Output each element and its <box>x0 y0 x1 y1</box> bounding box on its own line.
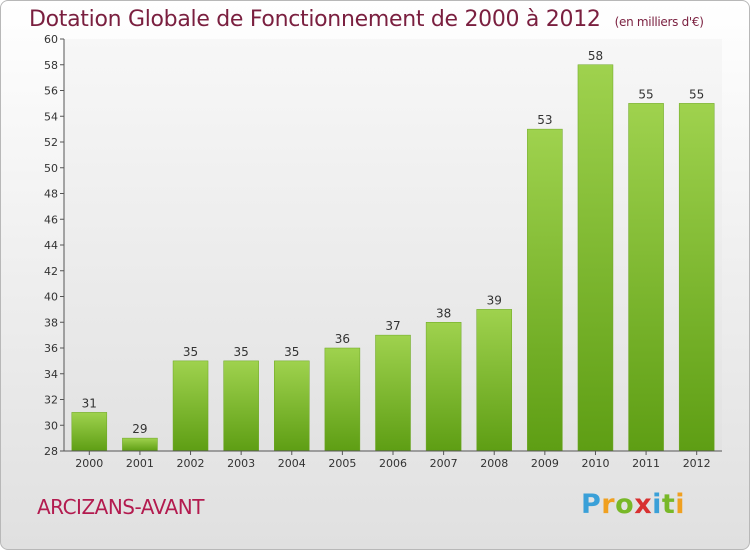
y-tick-label: 38 <box>44 316 58 329</box>
x-tick-label: 2012 <box>683 457 711 470</box>
y-tick-label: 40 <box>44 291 58 304</box>
proxiti-logo: Proxiti <box>581 489 685 520</box>
y-tick-label: 32 <box>44 394 58 407</box>
logo-letter: t <box>661 489 676 520</box>
y-tick-label: 56 <box>44 85 58 98</box>
x-tick-label: 2008 <box>480 457 508 470</box>
x-tick-label: 2002 <box>177 457 205 470</box>
x-axis: 2000 2001 2002 2003 2004 2005 2006 2007 2008 2009… <box>64 450 722 470</box>
bar <box>274 360 310 452</box>
bar <box>122 437 158 452</box>
title-text: Dotation Globale de Fonctionnement de 20… <box>29 7 601 32</box>
bar <box>527 128 563 452</box>
bar-value-label: 35 <box>234 345 249 359</box>
bar <box>375 334 411 452</box>
y-tick-label: 50 <box>44 162 58 175</box>
y-tick-label: 34 <box>44 368 58 381</box>
bar <box>678 103 715 452</box>
bar <box>324 347 361 452</box>
x-tick-label: 2011 <box>632 457 660 470</box>
y-tick-label: 58 <box>44 59 58 72</box>
x-tick-label: 2007 <box>430 457 458 470</box>
chart-title: Dotation Globale de Fonctionnement de 20… <box>29 7 704 32</box>
y-axis: 28 30 32 34 36 38 40 42 44 46 48 50 52 54 56 58 60 <box>44 33 65 458</box>
y-tick-label: 46 <box>44 213 58 226</box>
y-tick-label: 28 <box>44 445 58 458</box>
bar <box>425 322 462 452</box>
bar-value-label: 39 <box>487 293 502 307</box>
bar-value-label: 55 <box>638 87 653 101</box>
x-tick-label: 2001 <box>126 457 154 470</box>
y-tick-label: 30 <box>44 419 58 432</box>
bar-value-label: 35 <box>183 345 198 359</box>
logo-letter: x <box>634 489 653 520</box>
logo-letter: o <box>615 489 635 520</box>
logo-letter: P <box>581 489 602 520</box>
x-tick-label: 2003 <box>227 457 255 470</box>
x-tick-label: 2009 <box>531 457 559 470</box>
y-tick-label: 44 <box>44 239 58 252</box>
y-tick-label: 36 <box>44 342 58 355</box>
bars: 31 29 35 35 35 36 37 38 39 53 58 55 55 <box>71 49 715 452</box>
bar-value-label: 31 <box>82 396 97 410</box>
bar <box>71 412 108 452</box>
bar-value-label: 38 <box>436 306 451 320</box>
bar-value-label: 37 <box>385 319 400 333</box>
x-tick-label: 2000 <box>75 457 103 470</box>
bar-value-label: 29 <box>132 422 147 436</box>
y-tick-label: 52 <box>44 136 58 149</box>
logo-letter: i <box>675 489 686 520</box>
x-tick-label: 2006 <box>379 457 407 470</box>
x-tick-label: 2004 <box>278 457 306 470</box>
bar-value-label: 58 <box>588 49 603 63</box>
bar <box>223 360 259 452</box>
unit-label: (en milliers d'€) <box>614 15 704 29</box>
y-tick-label: 42 <box>44 265 58 278</box>
bar <box>628 103 664 452</box>
x-tick-label: 2010 <box>581 457 609 470</box>
y-tick-label: 54 <box>44 110 58 123</box>
bar <box>172 360 209 452</box>
x-tick-label: 2005 <box>328 457 356 470</box>
y-tick-label: 60 <box>44 33 58 46</box>
bar <box>577 64 614 452</box>
bar-value-label: 36 <box>335 332 350 346</box>
logo-letter: i <box>652 489 662 520</box>
y-tick-label: 48 <box>44 188 58 201</box>
bar-value-label: 35 <box>284 345 299 359</box>
bar-value-label: 53 <box>537 113 552 127</box>
bar-value-label: 55 <box>689 87 704 101</box>
bar <box>476 309 512 452</box>
commune-name: ARCIZANS-AVANT <box>37 495 204 519</box>
logo-letter: r <box>601 489 616 520</box>
